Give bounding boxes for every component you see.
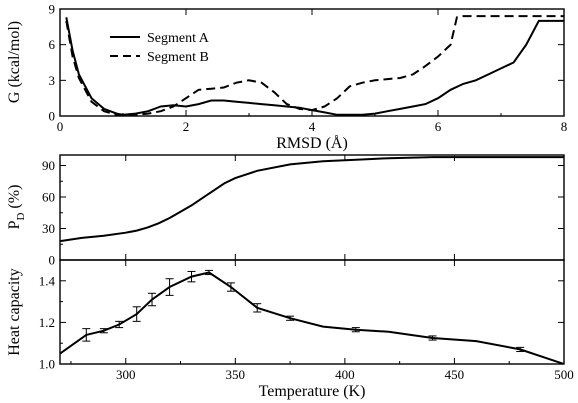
population-line bbox=[60, 156, 564, 243]
population-panel: 0 30 60 90 PD (%) bbox=[6, 154, 565, 268]
y-tick-label: 60 bbox=[42, 190, 55, 205]
heat-capacity-panel: 300 350 400 450 500 1.0 1.2 1.4 Temperature (K)… bbox=[6, 259, 574, 400]
heat-capacity-x-axis-label: Temperature (K) bbox=[259, 383, 366, 400]
y-tick-label: 3 bbox=[49, 73, 56, 88]
free-energy-frame bbox=[59, 8, 565, 117]
y-tick-label: 1.0 bbox=[39, 357, 55, 372]
x-tick-label: 6 bbox=[435, 119, 442, 134]
x-tick-label: 4 bbox=[309, 119, 316, 134]
y-tick-label: 6 bbox=[49, 37, 56, 52]
series-line-segment-a bbox=[65, 17, 564, 116]
y-tick-label: 90 bbox=[42, 158, 55, 173]
population-frame bbox=[59, 154, 565, 261]
population-curves bbox=[60, 156, 564, 243]
y-tick-label: 0 bbox=[49, 109, 56, 124]
free-energy-curves bbox=[65, 15, 564, 116]
population-y-label-suffix: (%) bbox=[6, 185, 23, 213]
y-tick-label: 30 bbox=[42, 221, 55, 236]
legend-label-segment-a: Segment A bbox=[147, 31, 210, 46]
population-y-label-main: P bbox=[6, 220, 23, 229]
population-y-axis-label: PD (%) bbox=[6, 185, 27, 230]
x-tick-label: 350 bbox=[226, 367, 246, 382]
legend-label-segment-b: Segment B bbox=[147, 50, 209, 65]
x-tick-label: 0 bbox=[57, 119, 64, 134]
free-energy-x-axis-label: RMSD (Å) bbox=[276, 134, 348, 152]
free-energy-y-axis-label: G (kcal/mol) bbox=[6, 21, 23, 103]
free-energy-panel: 0 2 4 6 8 0 3 6 9 Segment A Segment B RMSD (Å) G… bbox=[6, 2, 567, 153]
heat-capacity-curves bbox=[60, 269, 564, 364]
x-tick-label: 300 bbox=[116, 367, 136, 382]
x-tick-label: 2 bbox=[183, 119, 190, 134]
y-tick-label: 0 bbox=[49, 253, 56, 268]
heat-capacity-line bbox=[60, 271, 564, 364]
x-tick-label: 8 bbox=[561, 119, 568, 134]
y-tick-label: 9 bbox=[49, 2, 56, 17]
y-tick-label: 1.2 bbox=[39, 315, 55, 330]
heat-capacity-frame bbox=[59, 259, 565, 365]
y-tick-label: 1.4 bbox=[39, 273, 56, 288]
population-y-label-sub: D bbox=[15, 213, 27, 221]
series-line-segment-b bbox=[65, 15, 564, 116]
x-tick-label: 450 bbox=[445, 367, 465, 382]
population-ticks: 0 30 60 90 bbox=[42, 155, 565, 268]
x-tick-label: 500 bbox=[554, 367, 574, 382]
heat-capacity-y-axis-label: Heat capacity bbox=[6, 268, 23, 356]
heat-capacity-ticks: 300 350 400 450 500 1.0 1.2 1.4 bbox=[39, 259, 574, 382]
x-tick-label: 400 bbox=[335, 367, 355, 382]
free-energy-legend: Segment A Segment B bbox=[110, 31, 210, 65]
